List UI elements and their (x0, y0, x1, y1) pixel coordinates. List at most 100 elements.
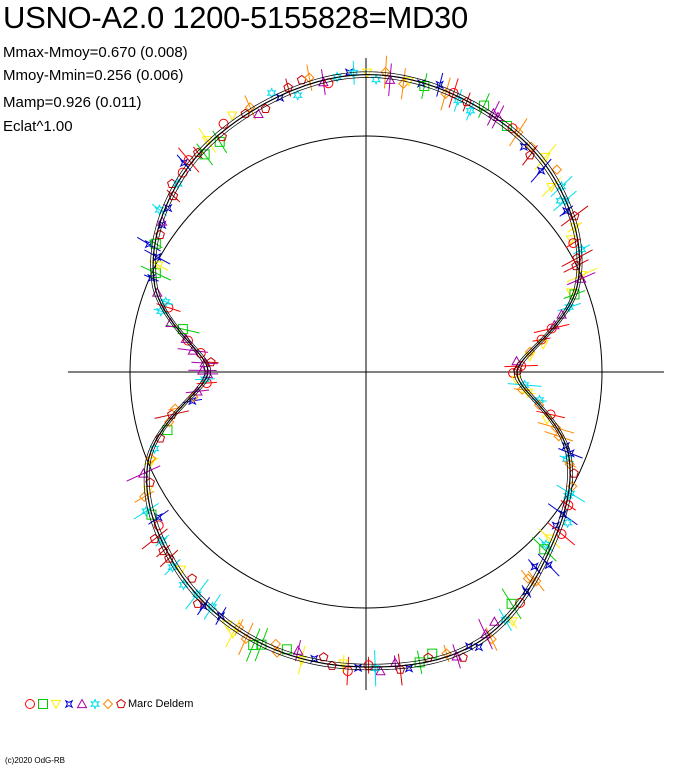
error-bar (238, 622, 254, 656)
data-point (266, 87, 277, 99)
error-bar (203, 361, 219, 364)
error-bar (478, 93, 490, 119)
data-point (164, 558, 181, 576)
data-point (563, 259, 589, 273)
data-point (270, 638, 281, 650)
error-bar (177, 348, 209, 353)
error-bar (448, 78, 459, 108)
data-point (544, 431, 574, 442)
error-bar (141, 528, 168, 550)
data-point (537, 553, 560, 577)
error-bar (321, 69, 326, 96)
error-bar (532, 337, 551, 342)
data-point (489, 616, 500, 626)
data-point (361, 68, 373, 79)
model-curve-line (148, 77, 578, 665)
reference-circle (129, 135, 603, 609)
error-bar (527, 570, 545, 592)
error-bar (388, 63, 392, 97)
data-point (176, 154, 192, 172)
data-point (192, 598, 203, 608)
error-bar (547, 522, 576, 546)
error-bar (462, 92, 471, 112)
data-point (348, 60, 359, 85)
legend-marker-star4-icon (64, 699, 74, 709)
data-point (238, 622, 254, 656)
legend-marker-star6-icon (89, 698, 100, 710)
data-point (553, 190, 577, 212)
stat-mamp: Mamp=0.926 (0.011) (3, 94, 142, 111)
model-curve-line (146, 73, 581, 668)
data-point (203, 594, 221, 620)
data-point (507, 614, 518, 629)
error-bar (485, 627, 498, 651)
error-bar (374, 649, 377, 687)
legend-marker-square-icon (38, 699, 48, 709)
data-point (565, 288, 577, 299)
error-bar (507, 614, 518, 629)
error-bar (541, 177, 562, 197)
error-bar (501, 588, 522, 620)
data-point (126, 465, 161, 482)
stat-eclat: Eclat^1.00 (3, 118, 73, 135)
data-point (283, 78, 293, 97)
data-point (226, 111, 238, 122)
data-point (240, 108, 251, 118)
data-point (215, 607, 227, 625)
data-point (166, 189, 181, 203)
data-point (203, 357, 219, 367)
stat-mmoy-mmin: Mmoy-Mmin=0.256 (0.006) (3, 67, 184, 84)
error-bar (285, 78, 292, 97)
data-point (371, 73, 382, 86)
error-bar (191, 361, 218, 365)
data-point (507, 123, 518, 134)
error-bar (342, 654, 345, 673)
data-point (296, 645, 308, 675)
stat-mmax-mmoy: Mmax-Mmoy=0.670 (0.008) (3, 44, 188, 61)
data-point (159, 549, 179, 568)
error-bar (196, 143, 214, 166)
data-point (537, 421, 575, 434)
data-point (353, 663, 363, 673)
data-point (551, 164, 563, 175)
data-point (531, 536, 557, 562)
data-point (565, 235, 577, 245)
data-point (332, 71, 343, 83)
data-point (532, 334, 551, 345)
error-bar (185, 389, 210, 394)
error-bar (158, 298, 174, 305)
data-point (398, 68, 409, 100)
copyright-note: (c)2020 OdG-RB (5, 756, 66, 765)
error-bar (400, 68, 406, 100)
error-bar (352, 60, 355, 85)
error-bar (563, 259, 589, 273)
error-bar (453, 88, 463, 112)
data-point (177, 344, 209, 355)
data-point (158, 296, 174, 308)
data-point (562, 490, 573, 502)
data-point (395, 653, 406, 686)
data-point (363, 656, 374, 674)
data-point (141, 528, 168, 550)
data-point (533, 399, 545, 411)
data-point (559, 205, 574, 217)
model-curve (143, 71, 583, 671)
data-point (188, 364, 217, 375)
data-point (569, 468, 579, 478)
error-bar (134, 490, 155, 503)
legend-markers (25, 698, 126, 710)
axes (68, 58, 664, 690)
data-point (183, 335, 194, 346)
error-bar (245, 628, 261, 662)
data-point (541, 177, 562, 197)
legend-marker-diamond-icon (102, 698, 114, 710)
data-point (151, 203, 167, 216)
data-point (562, 517, 573, 529)
error-bar (178, 147, 200, 173)
data-point (145, 453, 157, 464)
data-point (380, 55, 391, 89)
data-point (501, 588, 522, 620)
error-bar (176, 154, 192, 172)
data-point (318, 69, 329, 96)
error-bar (533, 323, 570, 334)
